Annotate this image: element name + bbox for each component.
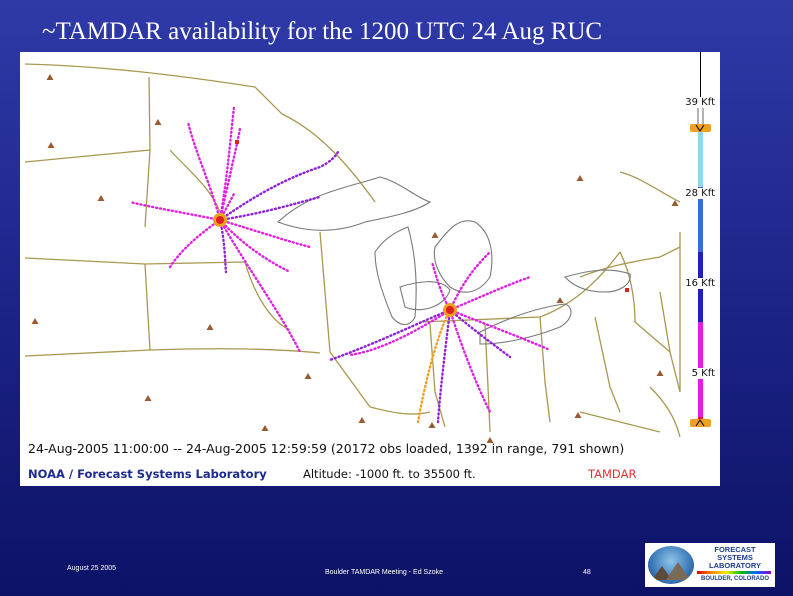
station-marker (144, 395, 152, 401)
slide-title: ~TAMDAR availability for the 1200 UTC 24… (42, 18, 603, 45)
scale-label-39kft: 39 Kft (684, 97, 716, 108)
scale-bottom-handle (690, 419, 711, 427)
obs-tracks (128, 105, 552, 424)
mountain-emblem-icon (648, 546, 694, 584)
station-marker (671, 200, 679, 206)
station-marker (46, 74, 54, 80)
station-marker (154, 119, 162, 125)
station-marker (428, 422, 436, 428)
station-marker (486, 437, 494, 443)
obs-hubs (213, 140, 629, 317)
station-marker (576, 175, 584, 181)
station-markers (31, 74, 679, 443)
station-marker (304, 373, 312, 379)
scale-label-28kft: 28 Kft (684, 188, 716, 199)
footer-meeting: Boulder TAMDAR Meeting - Ed Szoke (325, 569, 444, 576)
scale-label-16kft: 16 Kft (684, 278, 716, 289)
footer-page-number: 48 (583, 569, 591, 576)
logo-subtitle: BOULDER, COLORADO (701, 576, 769, 582)
station-marker (206, 324, 214, 330)
time-range-info: 24-Aug-2005 11:00:00 -- 24-Aug-2005 12:5… (28, 441, 625, 456)
source-label: TAMDAR (588, 467, 637, 481)
station-marker (97, 195, 105, 201)
station-marker (358, 417, 366, 423)
scale-label-5kft: 5 Kft (690, 368, 716, 379)
great-lakes (276, 176, 631, 345)
logo-rainbow-bar (697, 571, 771, 574)
station-marker (556, 297, 564, 303)
altitude-range-info: Altitude: -1000 ft. to 35500 ft. (303, 467, 476, 481)
scale-top-handle (690, 124, 711, 132)
station-marker (261, 425, 269, 431)
fsl-logo: FORECAST SYSTEMS LABORATORY BOULDER, COL… (645, 543, 775, 587)
noaa-credit: NOAA / Forecast Systems Laboratory (28, 467, 267, 481)
station-marker (574, 412, 582, 418)
station-marker (31, 318, 39, 324)
state-boundaries (24, 63, 681, 438)
tamdar-map (24, 52, 711, 443)
logo-text: FORECAST SYSTEMS LABORATORY (709, 545, 761, 570)
station-marker (431, 232, 439, 238)
station-marker (47, 142, 55, 148)
footer-date: August 25 2005 (67, 565, 117, 572)
station-marker (656, 370, 664, 376)
tamdar-map-panel: 39 Kft 28 Kft 16 Kft 5 Kft 24-Aug-2005 1… (20, 52, 720, 486)
